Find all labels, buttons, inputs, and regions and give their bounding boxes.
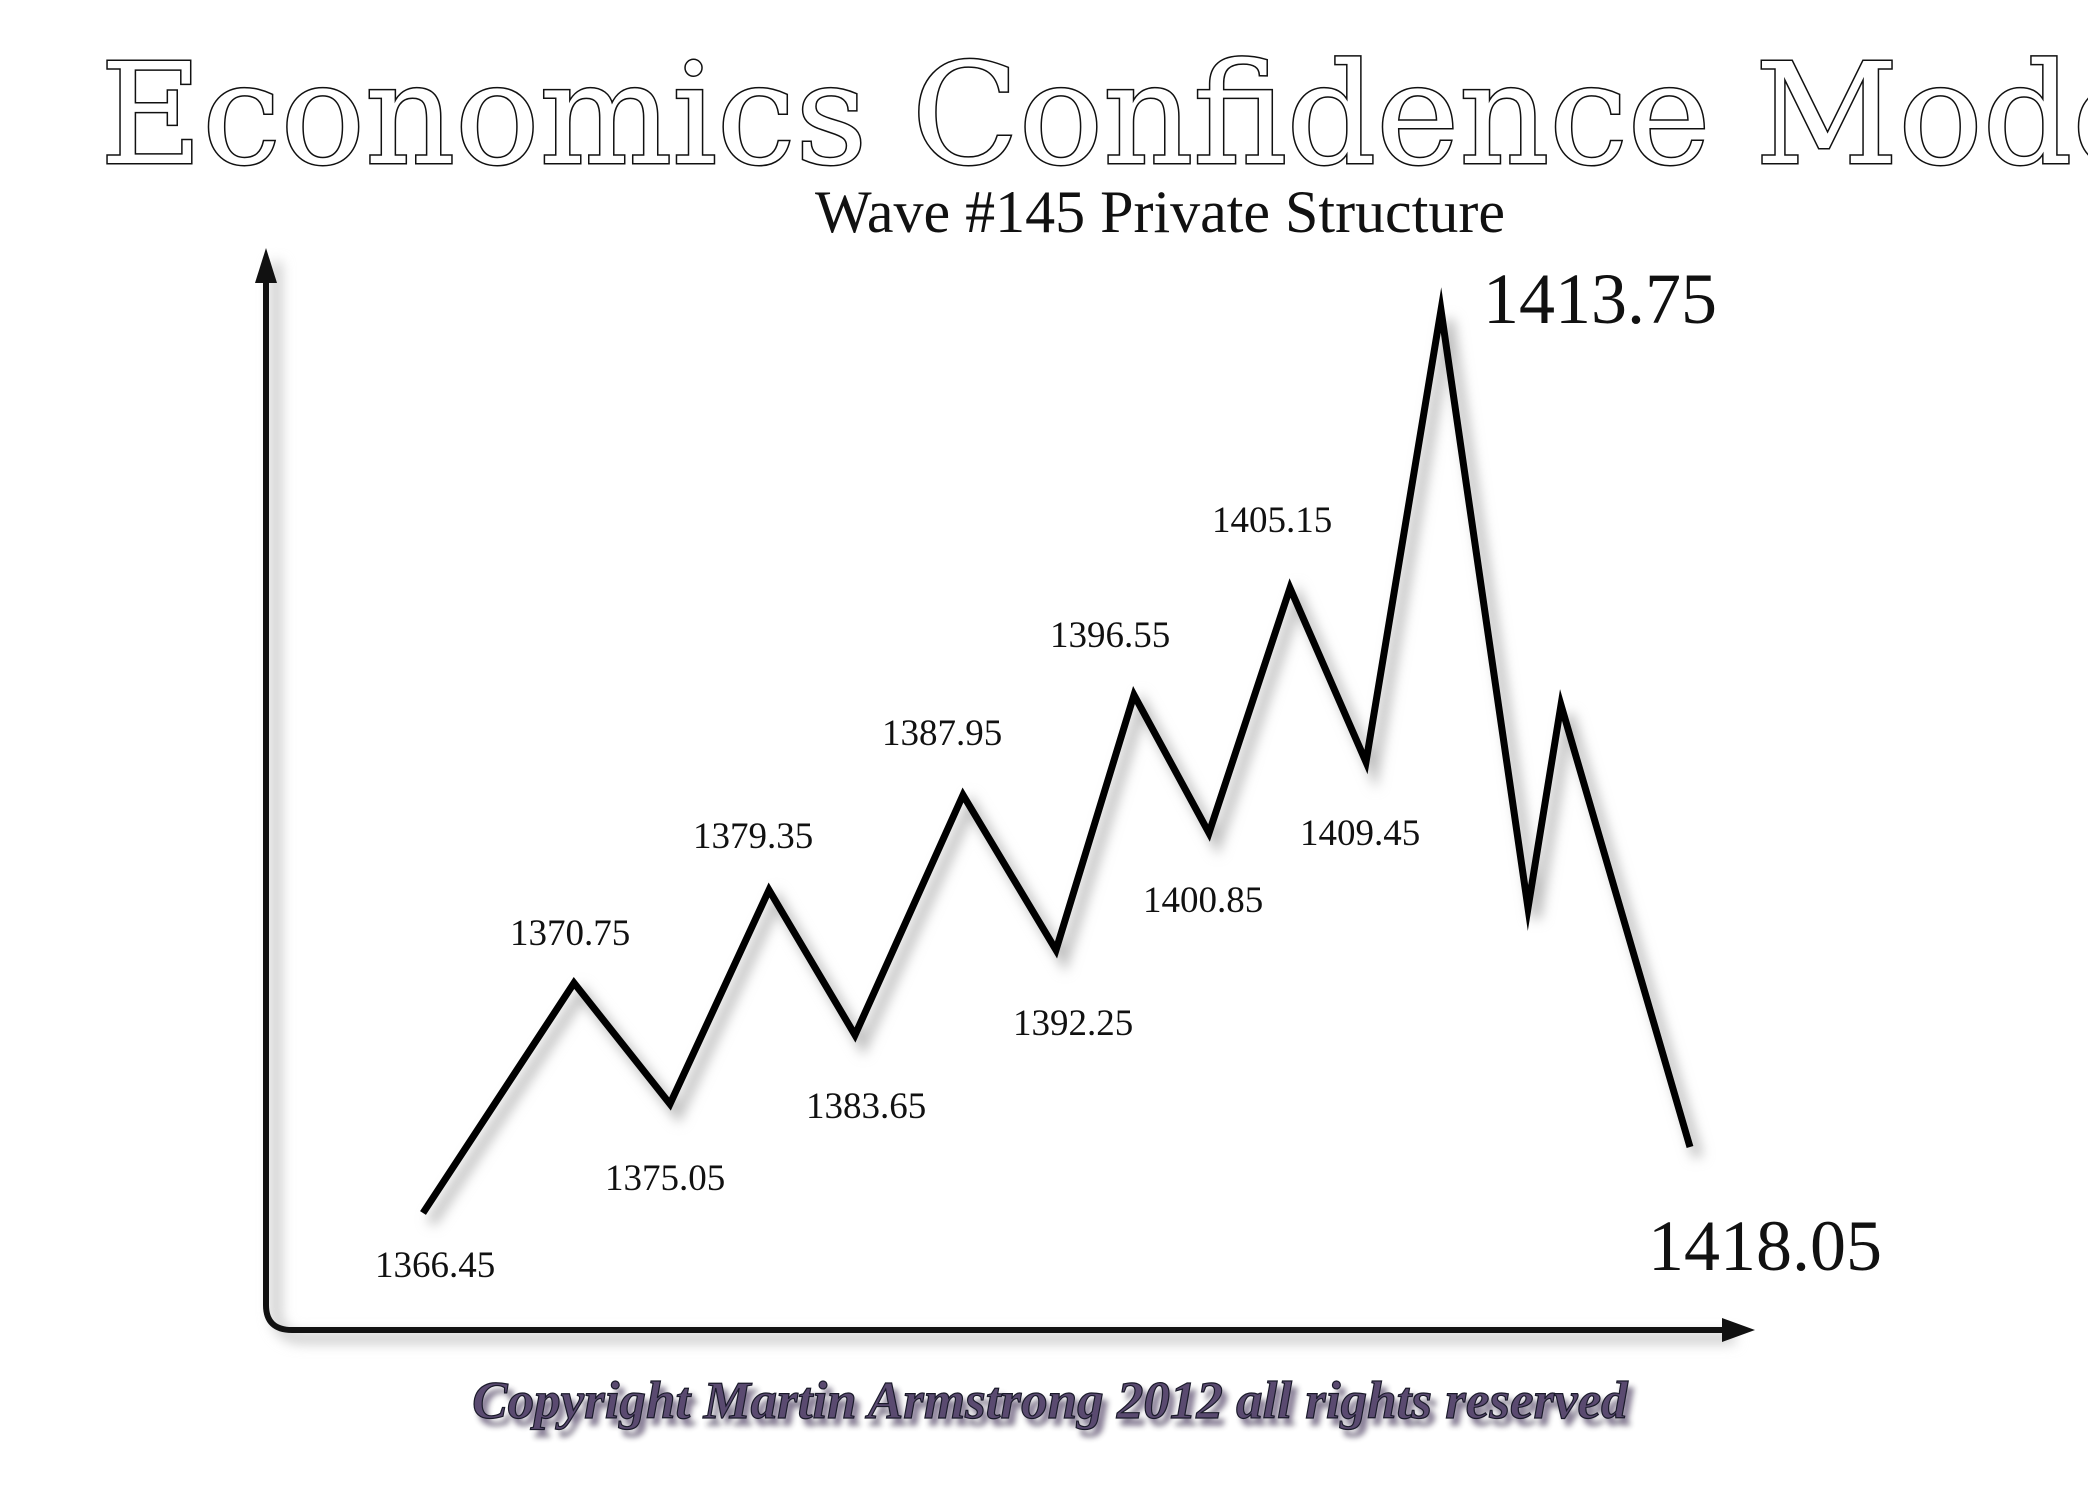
- chart-title: Economics Confidence Model: [100, 34, 2088, 197]
- y-axis-line: [263, 270, 1730, 1333]
- wave-label-peak: 1405.15: [1212, 500, 1332, 541]
- wave-label-trough: 1383.65: [806, 1086, 926, 1127]
- x-axis-arrowhead: [1722, 1318, 1755, 1342]
- wave-label-start: 1366.45: [375, 1245, 495, 1286]
- wave-label-peak: 1387.95: [882, 713, 1002, 754]
- wave-label-trough: 1375.05: [605, 1158, 725, 1199]
- y-axis-arrowhead: [255, 248, 277, 283]
- wave-label-peak: 1370.75: [510, 913, 630, 954]
- wave-label-trough: 1400.85: [1143, 880, 1263, 921]
- wave-label-trough: 1409.45: [1300, 813, 1420, 854]
- wave-label-peak: 1379.35: [693, 816, 813, 857]
- wave-labels: 1366.45 1370.75 1375.05 1379.35 1383.65 …: [375, 259, 1882, 1286]
- wave-label-major-peak: 1413.75: [1483, 259, 1717, 339]
- copyright-shadow: Copyright Martin Armstrong 2012 all righ…: [477, 1379, 1634, 1437]
- wave-label-peak: 1396.55: [1050, 615, 1170, 656]
- wave-label-end: 1418.05: [1648, 1206, 1882, 1286]
- wave-label-trough: 1392.25: [1013, 1003, 1133, 1044]
- wave-line: [420, 287, 1694, 1215]
- chart-subtitle: Wave #145 Private Structure: [815, 179, 1505, 245]
- copyright-notice: Copyright Martin Armstrong 2012 all righ…: [472, 1372, 1629, 1430]
- wave: [420, 287, 1703, 1226]
- axes: [255, 248, 1755, 1344]
